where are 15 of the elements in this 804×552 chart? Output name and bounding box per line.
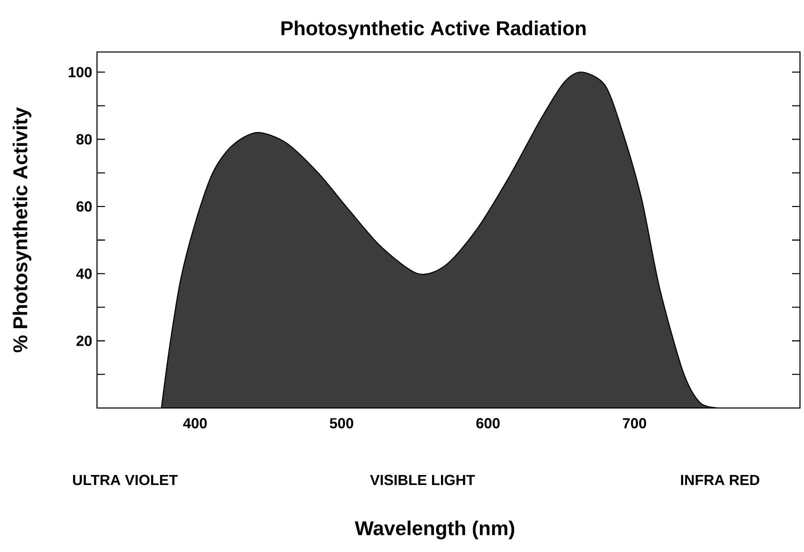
x-tick-label: 400 bbox=[183, 418, 207, 428]
y-tick-label: 60 bbox=[76, 201, 92, 212]
x-axis-title: Wavelength (nm) bbox=[354, 520, 514, 540]
text: ULTRA VIOLET bbox=[73, 474, 178, 486]
x-tick-label: 700 bbox=[622, 418, 646, 428]
x-tick-label: 500 bbox=[330, 418, 354, 428]
y-tick-label: 20 bbox=[76, 336, 92, 346]
x-tick-label: 600 bbox=[476, 418, 500, 428]
chart-title: Photosynthetic Active Radiation bbox=[281, 20, 586, 40]
y-tick-label: 80 bbox=[76, 134, 92, 145]
text: INFRA RED bbox=[681, 474, 760, 486]
y-tick-label: 100 bbox=[68, 66, 92, 78]
text: VISIBLE LIGHT bbox=[370, 474, 475, 486]
y-tick-label: 40 bbox=[76, 268, 92, 279]
y-axis-title: % Photosynthetic Activity bbox=[12, 107, 32, 352]
